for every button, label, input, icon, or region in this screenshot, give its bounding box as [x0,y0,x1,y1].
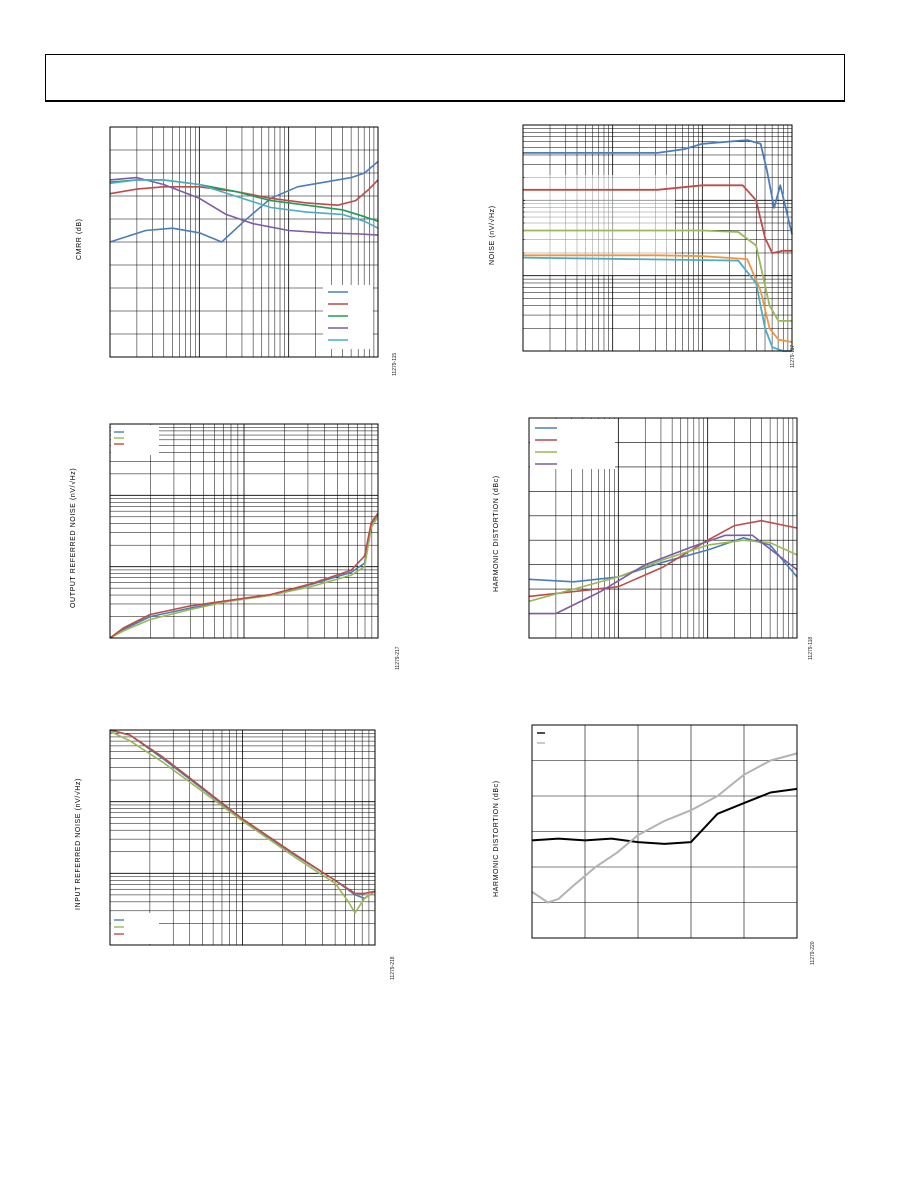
series-line-red [109,179,379,206]
plot-frame [528,417,798,639]
output-referred-noise-chart: OUTPUT REFERRED NOISE (nV/√Hz) 11279-217 [60,410,401,680]
figure-number: 11279-115 [392,352,398,376]
figure-number: 11279-217 [395,646,401,670]
plot-frame [109,423,379,639]
noise-chart: NOISE (nV/√Hz) 11279-117 [475,110,815,380]
figure-number: 11279-220 [810,941,816,965]
series-line-red [109,512,379,639]
series-line-green [109,179,379,223]
legend-box [111,913,159,944]
chart-svg [109,729,376,946]
series-line-gray [531,752,798,904]
chart-svg [522,124,793,352]
chart-svg [109,423,379,639]
plot-frame [109,729,376,946]
series-line-red [528,519,798,598]
page-header [45,54,845,102]
series-line-cyan [109,179,379,229]
legend-box [111,425,159,455]
legend-box [530,419,615,469]
harmonic-distortion-amplitude-chart: HARMONIC DISTORTION (dBc) 11279-220 [475,715,816,985]
series-line-blue [109,160,379,243]
legend-box [533,726,573,748]
harmonic-distortion-frequency-chart: HARMONIC DISTORTION (dBc) 11279-118 [475,410,815,680]
chart-svg [528,417,798,639]
plot-frame [522,124,793,352]
series-line-lightgreen [523,229,792,322]
series-line-blue [528,537,798,583]
series-line-lightgreen [528,539,798,603]
figure-number: 11279-218 [390,956,396,980]
cmrr-chart: CMRR (dB) 11279-115 [60,110,400,380]
figure-number: 11279-117 [790,344,796,368]
series-line-purple [529,534,798,615]
input-referred-noise-chart: INPUT REFERRED NOISE (nV/√Hz) 11279-218 [60,715,400,985]
plot-frame [531,724,798,939]
series-line-red [523,184,792,255]
legend-box [323,285,373,349]
chart-svg [531,724,798,939]
plot-frame [109,126,379,358]
chart-svg [109,126,379,358]
series-line-blue [523,139,793,235]
series-line-lightgreen [109,730,376,914]
series-line-red [109,729,376,895]
series-line-orange [523,254,793,343]
series-line-purple [109,176,379,236]
series-line-black [531,787,798,845]
figure-number: 11279-118 [808,636,814,660]
